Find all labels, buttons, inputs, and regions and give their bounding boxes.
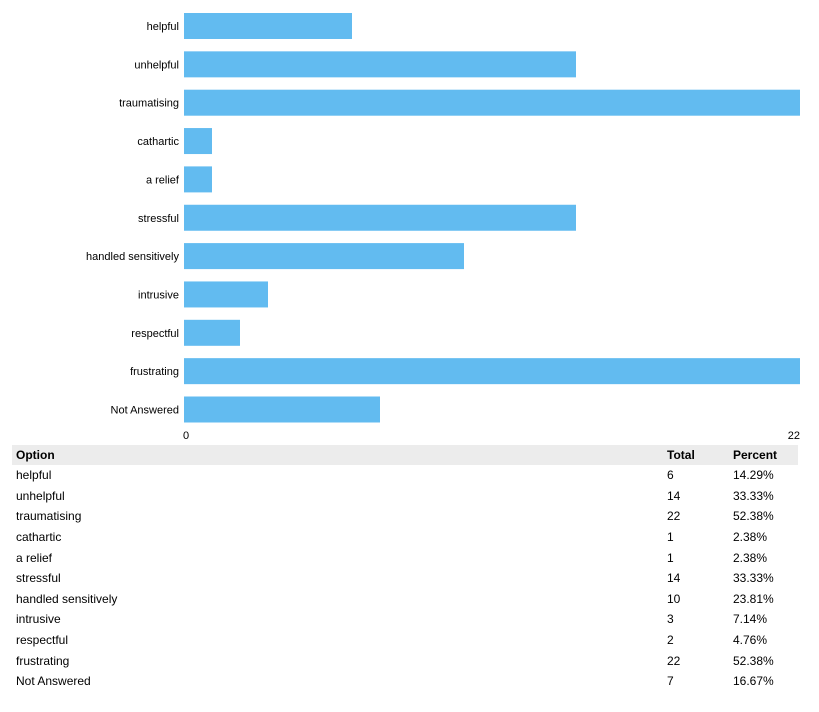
cell-total: 10 <box>667 591 681 606</box>
bar <box>184 51 576 78</box>
cell-percent: 33.33% <box>733 488 774 503</box>
bar <box>184 204 576 231</box>
bar <box>184 89 800 116</box>
category-label-group: helpful unhelpful traumatising cathartic a r… <box>86 21 180 417</box>
cell-option: unhelpful <box>16 488 65 503</box>
cell-option: traumatising <box>16 509 82 524</box>
cell-percent: 2.38% <box>733 530 768 545</box>
table-row: intrusive 3 7.14% <box>12 609 798 630</box>
cell-percent: 52.38% <box>733 509 774 524</box>
cell-total: 2 <box>667 633 674 648</box>
cell-percent: 7.14% <box>733 612 768 627</box>
bar-group <box>184 13 800 423</box>
bar <box>184 281 268 308</box>
table-body: helpful 6 14.29% unhelpful 14 33.33% traumatis… <box>12 465 798 692</box>
category-label: intrusive <box>138 289 179 301</box>
x-axis: 0 22 <box>183 430 800 442</box>
cell-option: a relief <box>16 550 53 565</box>
bar <box>184 319 240 346</box>
cell-percent: 14.29% <box>733 468 774 483</box>
table-row: stressful 14 33.33% <box>12 568 798 589</box>
bar-chart: helpful unhelpful traumatising cathartic a r… <box>86 13 800 442</box>
category-label: a relief <box>146 174 180 186</box>
category-label: unhelpful <box>134 59 179 71</box>
cell-percent: 2.38% <box>733 550 768 565</box>
x-tick-label-min: 0 <box>183 430 189 442</box>
table-row: traumatising 22 52.38% <box>12 506 798 527</box>
table-header-row: Option Total Percent <box>12 445 798 465</box>
category-label: traumatising <box>119 98 179 110</box>
category-label: handled sensitively <box>86 251 179 263</box>
cell-total: 22 <box>667 509 681 524</box>
header-percent: Percent <box>729 445 798 465</box>
category-label: helpful <box>147 21 179 33</box>
bar <box>184 396 380 423</box>
category-label: cathartic <box>137 136 179 148</box>
header-option: Option <box>12 445 663 465</box>
cell-percent: 16.67% <box>733 674 774 689</box>
cell-percent: 4.76% <box>733 633 768 648</box>
table-row: helpful 6 14.29% <box>12 465 798 486</box>
x-tick-label-max: 22 <box>788 430 800 442</box>
bar <box>184 128 212 155</box>
category-label: Not Answered <box>111 405 179 417</box>
bar <box>184 13 352 39</box>
header-total: Total <box>663 445 729 465</box>
cell-total: 6 <box>667 468 674 483</box>
results-table: Option Total Percent helpful 6 14.29% unhel… <box>12 445 798 692</box>
cell-option: Not Answered <box>16 674 91 689</box>
cell-option: cathartic <box>16 530 62 545</box>
cell-percent: 23.81% <box>733 591 774 606</box>
cell-option: helpful <box>16 468 52 483</box>
bar <box>184 358 800 385</box>
cell-percent: 33.33% <box>733 571 774 586</box>
bar <box>184 243 464 270</box>
cell-total: 14 <box>667 571 681 586</box>
cell-option: respectful <box>16 633 69 648</box>
bar <box>184 166 212 193</box>
cell-total: 3 <box>667 612 674 627</box>
cell-total: 1 <box>667 530 674 545</box>
table-row: a relief 1 2.38% <box>12 547 798 568</box>
category-label: respectful <box>131 328 179 340</box>
category-label: stressful <box>138 213 179 225</box>
cell-total: 14 <box>667 488 681 503</box>
cell-total: 22 <box>667 653 681 668</box>
cell-option: intrusive <box>16 612 61 627</box>
table-row: respectful 2 4.76% <box>12 630 798 651</box>
cell-percent: 52.38% <box>733 653 774 668</box>
cell-option: frustrating <box>16 653 70 668</box>
table-row: handled sensitively 10 23.81% <box>12 589 798 610</box>
cell-option: stressful <box>16 571 61 586</box>
cell-option: handled sensitively <box>16 591 118 606</box>
table-row: Not Answered 7 16.67% <box>12 671 798 692</box>
table-row: frustrating 22 52.38% <box>12 650 798 671</box>
table-row: cathartic 1 2.38% <box>12 527 798 548</box>
cell-total: 1 <box>667 550 674 565</box>
table-row: unhelpful 14 33.33% <box>12 486 798 507</box>
category-label: frustrating <box>130 366 179 378</box>
cell-total: 7 <box>667 674 674 689</box>
